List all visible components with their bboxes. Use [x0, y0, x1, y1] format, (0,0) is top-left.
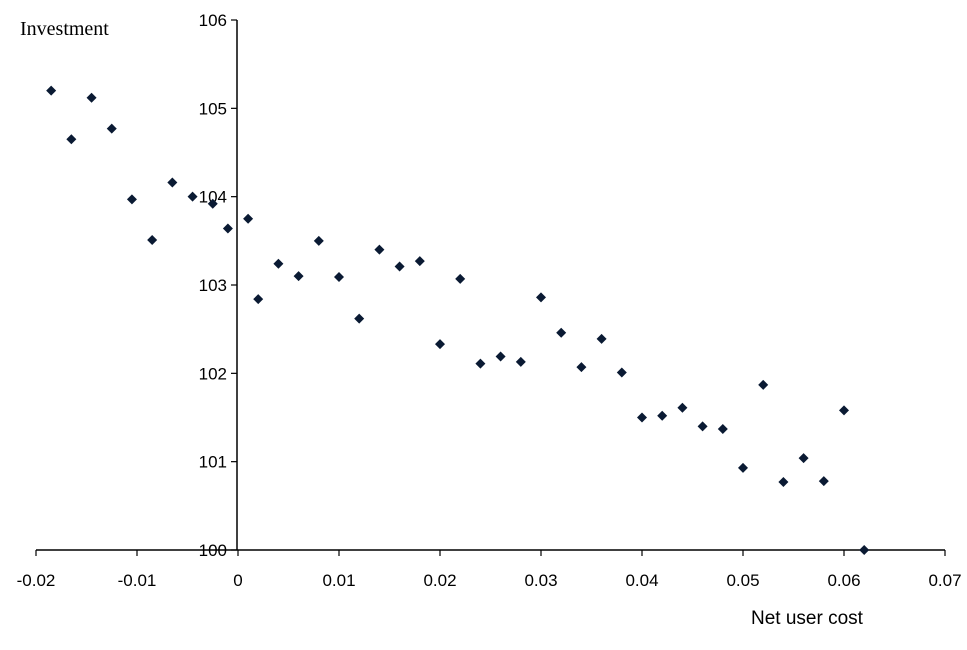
data-point: [313, 235, 324, 246]
data-point: [495, 351, 506, 362]
data-point: [697, 421, 708, 432]
data-point: [637, 412, 647, 423]
data-point: [475, 358, 486, 369]
data-point: [677, 402, 688, 413]
data-point: [273, 258, 284, 269]
y-axis: 100 101 102 103 104 105 106: [199, 11, 238, 560]
x-tick-label: 0.02: [423, 571, 456, 590]
data-point: [222, 223, 233, 234]
data-point: [839, 405, 849, 416]
x-axis: -0.02 -0.01 0 0.01 0.02 0.03 0.04 0.05 0.06 0.07: [17, 549, 962, 590]
y-tick-label: 104: [199, 188, 227, 207]
data-point: [616, 367, 627, 378]
x-tick-label: 0.04: [625, 571, 658, 590]
data-point: [536, 292, 546, 303]
data-point: [414, 256, 425, 267]
data-point: [556, 327, 567, 338]
data-point: [758, 379, 769, 390]
data-point: [334, 272, 344, 283]
y-axis-label: Investment: [20, 18, 109, 40]
x-tick-label: 0.01: [322, 571, 355, 590]
data-point: [798, 453, 809, 464]
data-point: [576, 362, 587, 373]
data-point: [86, 92, 97, 103]
data-point: [455, 273, 466, 284]
x-tick-label: 0.05: [726, 571, 759, 590]
data-point: [207, 198, 218, 209]
data-point: [354, 313, 365, 324]
data-point: [738, 462, 748, 473]
data-point: [126, 194, 137, 205]
data-point: [147, 234, 158, 245]
y-tick-label: 106: [199, 11, 227, 30]
x-tick-label: -0.01: [118, 571, 157, 590]
y-tick-label: 101: [199, 453, 227, 472]
data-point: [293, 271, 304, 282]
y-tick-label: 105: [199, 99, 227, 118]
x-tick-label: -0.02: [17, 571, 56, 590]
data-point: [435, 339, 445, 350]
x-tick-label: 0.06: [827, 571, 860, 590]
data-point: [243, 213, 254, 224]
y-tick-label: 102: [199, 364, 227, 383]
data-point: [515, 356, 526, 367]
data-points: [46, 85, 870, 555]
data-point: [657, 410, 668, 421]
data-point: [859, 545, 870, 555]
x-tick-label: 0.07: [928, 571, 961, 590]
data-point: [596, 333, 607, 344]
data-point: [187, 191, 198, 202]
data-point: [46, 85, 57, 96]
data-point: [167, 177, 178, 188]
x-tick-label: 0.03: [524, 571, 557, 590]
data-point: [717, 423, 728, 434]
data-point: [818, 476, 829, 487]
x-tick-label: 0: [233, 571, 242, 590]
data-point: [66, 134, 77, 145]
data-point: [253, 294, 264, 305]
data-point: [374, 244, 385, 255]
data-point: [106, 123, 117, 134]
x-axis-label: Net user cost: [751, 608, 864, 629]
data-point: [394, 261, 405, 272]
y-tick-label: 100: [199, 541, 227, 560]
y-tick-label: 103: [199, 276, 227, 295]
data-point: [778, 476, 789, 487]
